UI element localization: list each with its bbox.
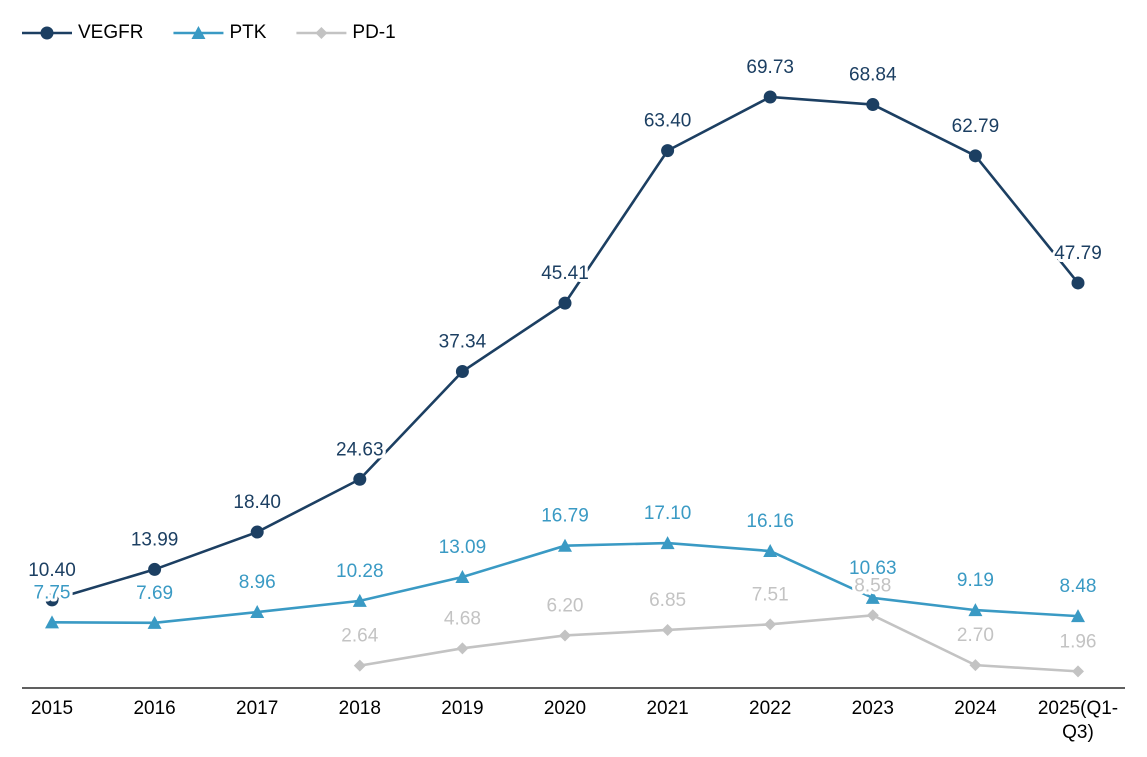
marker [45,615,59,629]
marker [763,544,778,558]
legend-label: PD-1 [352,22,395,43]
marker [353,472,367,486]
marker [661,144,675,158]
value-label: 37.34 [439,332,487,353]
value-label: 1.96 [1060,631,1097,652]
marker [968,603,983,617]
marker [45,593,59,607]
x-tick-label: 2021 [646,698,689,719]
marker [763,90,777,104]
marker [456,642,469,655]
value-label: 7.75 [34,582,71,603]
x-tick-label: 2025(Q1-Q3) [1037,698,1119,743]
legend-item: PD-1 [296,22,396,43]
value-label: 6.20 [547,595,584,616]
value-label: 7.51 [752,584,789,605]
x-tick-label: 2019 [441,698,484,719]
marker [455,365,469,379]
x-tick-label: 2017 [236,698,279,719]
x-tick-label: 2024 [954,698,997,719]
marker [559,629,571,642]
value-label: 2.64 [341,626,378,647]
x-tick-label: 2022 [749,698,792,719]
value-label: 45.41 [541,263,589,284]
marker [969,659,982,672]
marker [968,149,982,163]
series-line [359,613,1079,673]
value-label: 4.68 [444,608,481,629]
legend-label: VEGFR [78,22,143,43]
value-label: 10.28 [336,561,384,582]
legend-marker [191,26,206,39]
x-tick-label: 2023 [851,698,894,719]
value-label: 47.79 [1054,243,1102,264]
marker [558,296,572,310]
legend-item: VEGFR [22,22,143,43]
legend-marker [40,26,54,40]
value-label: 6.85 [649,590,686,611]
value-label: 8.96 [239,572,276,593]
legend-marker [315,27,328,39]
marker [661,623,674,636]
value-label: 13.99 [131,529,179,550]
marker [147,615,162,629]
marker [353,659,366,672]
x-tick-label: 2015 [30,698,74,719]
value-label: 69.73 [746,57,794,78]
marker [250,605,265,619]
value-label: 10.63 [849,558,897,579]
marker [764,618,777,631]
marker [558,538,572,552]
marker [455,570,470,584]
marker [866,609,879,622]
value-label: 63.40 [644,111,692,132]
legend-label: PTK [229,22,266,43]
value-label: 16.16 [746,511,794,532]
marker [1071,609,1085,623]
marker [660,536,675,550]
marker [1072,665,1084,678]
value-label: 9.19 [957,570,994,591]
value-label: 68.84 [849,65,897,86]
x-tick-label: 2020 [543,698,587,719]
value-label: 2.70 [957,625,994,646]
value-label: 24.63 [336,439,384,460]
marker [352,593,367,607]
x-tick-label: 2016 [133,698,176,719]
value-label: 13.09 [439,537,487,558]
value-label: 8.48 [1060,576,1097,597]
value-label: 10.40 [28,560,76,581]
marker [250,525,264,539]
legend-item: PTK [173,22,267,43]
value-label: 8.58 [854,575,891,596]
value-label: 7.69 [136,583,173,604]
marker [1071,276,1085,290]
x-tick-label: 2018 [338,698,381,719]
value-label: 17.10 [644,503,692,524]
marker [148,562,162,576]
value-label: 18.40 [233,492,281,513]
value-label: 16.79 [541,506,589,527]
marker [866,98,880,112]
marker [865,590,880,604]
value-label: 62.79 [952,116,1000,137]
